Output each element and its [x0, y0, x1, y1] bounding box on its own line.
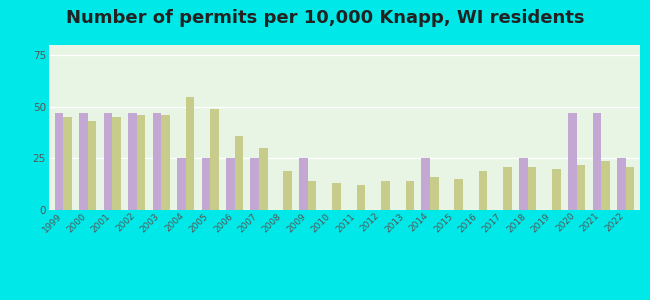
Bar: [226, 158, 235, 210]
Bar: [186, 97, 194, 210]
Bar: [104, 113, 112, 210]
Bar: [235, 136, 243, 210]
Bar: [332, 183, 341, 210]
Bar: [79, 113, 88, 210]
Bar: [625, 167, 634, 210]
Bar: [64, 117, 72, 210]
Bar: [503, 167, 512, 210]
Bar: [177, 158, 186, 210]
Bar: [88, 121, 96, 210]
Bar: [308, 181, 317, 210]
Bar: [406, 181, 414, 210]
Bar: [381, 181, 390, 210]
Text: Number of permits per 10,000 Knapp, WI residents: Number of permits per 10,000 Knapp, WI r…: [66, 9, 584, 27]
Bar: [112, 117, 121, 210]
Bar: [593, 113, 601, 210]
Bar: [577, 165, 585, 210]
Bar: [519, 158, 528, 210]
Bar: [128, 113, 136, 210]
Bar: [552, 169, 561, 210]
Bar: [479, 171, 488, 210]
Bar: [250, 158, 259, 210]
Bar: [283, 171, 292, 210]
Bar: [568, 113, 577, 210]
Bar: [161, 115, 170, 210]
Bar: [430, 177, 439, 210]
Bar: [136, 115, 146, 210]
Bar: [153, 113, 161, 210]
Bar: [528, 167, 536, 210]
Bar: [601, 160, 610, 210]
Bar: [210, 109, 218, 210]
Bar: [202, 158, 210, 210]
Bar: [55, 113, 64, 210]
Bar: [421, 158, 430, 210]
Bar: [454, 179, 463, 210]
Bar: [299, 158, 308, 210]
Bar: [357, 185, 365, 210]
Bar: [617, 158, 625, 210]
Bar: [259, 148, 268, 210]
